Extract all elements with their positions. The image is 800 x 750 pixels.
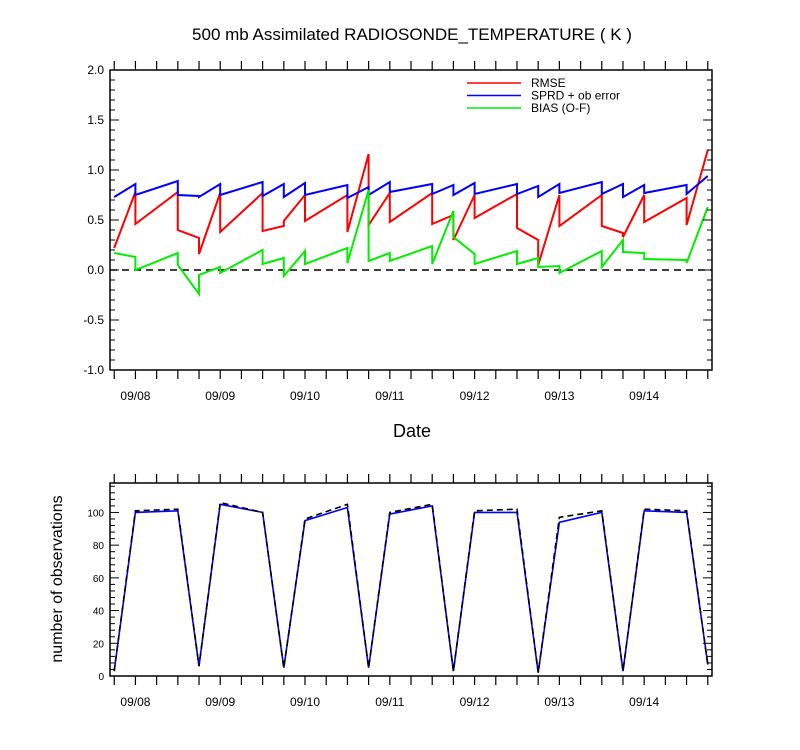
top-plot-frame <box>109 69 713 371</box>
bottom-y-axis: 0 20 40 60 80 100 <box>87 485 712 683</box>
legend-label: SPRD + ob error <box>531 89 620 103</box>
y-tick-label: -0.5 <box>83 313 104 327</box>
x-tick-label: 09/12 <box>460 389 490 403</box>
series-line-possible <box>113 501 709 673</box>
x-tick-label: 09/08 <box>120 695 150 709</box>
series-line-sprd-ob-error <box>113 175 709 200</box>
x-tick-label: 09/08 <box>120 389 150 403</box>
x-tick-label: 09/10 <box>290 389 320 403</box>
y-tick-label: 1.5 <box>87 113 104 127</box>
top-x-axis: 09/08 09/09 09/10 09/11 09/12 09/13 09/14 <box>113 61 709 403</box>
series-line-bias-o-f <box>114 189 709 298</box>
x-tick-label: 09/09 <box>205 389 235 403</box>
y-tick-label: 40 <box>93 607 105 618</box>
x-tick-label: 09/13 <box>544 389 574 403</box>
legend-label: BIAS (O-F) <box>531 101 590 115</box>
series-line-rmse <box>113 149 709 266</box>
chart-title: 500 mb Assimilated RADIOSONDE_TEMPERATUR… <box>192 25 632 44</box>
x-tick-label: 09/14 <box>629 695 659 709</box>
y-tick-label: 1.0 <box>87 163 104 177</box>
y-tick-label: 20 <box>93 639 105 650</box>
x-tick-label: 09/14 <box>629 389 659 403</box>
y-tick-label: 2.0 <box>87 63 104 77</box>
top-y-axis: -1.0 -0.5 0.0 0.5 1.0 1.5 2.0 <box>83 63 712 377</box>
x-tick-label: 09/12 <box>460 695 490 709</box>
top-chart-marks <box>110 149 712 298</box>
top-chart-panel: 500 mb Assimilated RADIOSONDE_TEMPERATUR… <box>83 25 713 441</box>
y-tick-label: 0.5 <box>87 213 104 227</box>
y-tick-label: 100 <box>87 508 104 519</box>
y-axis-label: number of observations <box>49 495 66 662</box>
bottom-plot-frame <box>109 482 713 677</box>
x-tick-label: 09/11 <box>375 695 404 709</box>
x-tick-label: 09/09 <box>205 695 235 709</box>
y-tick-label: 60 <box>93 574 105 585</box>
x-tick-label: 09/11 <box>375 389 404 403</box>
x-tick-label: 09/13 <box>544 695 574 709</box>
y-tick-label: -1.0 <box>83 363 104 377</box>
bottom-chart-marks <box>113 501 709 673</box>
y-tick-label: 0 <box>98 672 104 683</box>
y-tick-label: 80 <box>93 541 105 552</box>
legend-label: RMSE <box>531 76 566 90</box>
series-line-assimilated <box>113 503 709 673</box>
y-tick-label: 0.0 <box>87 263 104 277</box>
x-tick-label: 09/10 <box>290 695 320 709</box>
bottom-x-axis: 09/08 09/09 09/10 09/11 09/12 09/13 09/14 <box>113 474 709 709</box>
x-axis-label: Date <box>393 421 431 441</box>
